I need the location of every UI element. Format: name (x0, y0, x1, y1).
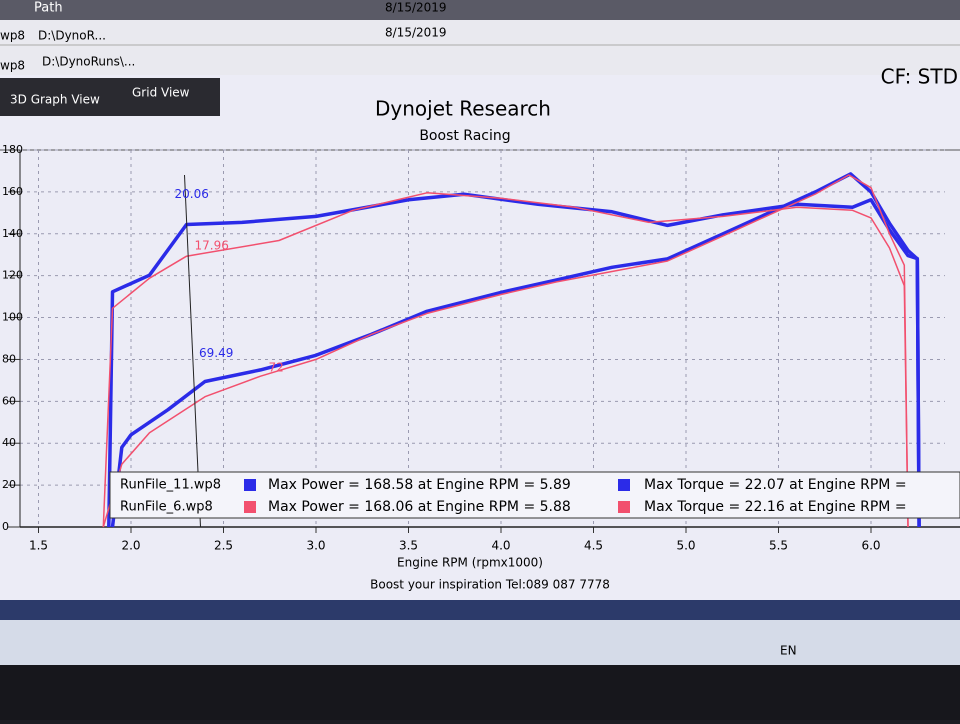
legend-name: RunFile_11.wp8 (120, 478, 221, 493)
path-cell[interactable]: D:\DynoRuns\... (42, 55, 135, 69)
file-cell[interactable]: wp8 (0, 59, 25, 73)
x-tick-label: 5.5 (769, 539, 788, 553)
file-cell[interactable]: wp8 (0, 29, 25, 43)
tab[interactable]: Grid View (132, 86, 190, 100)
legend-name: RunFile_6.wp8 (120, 500, 213, 515)
max-torque: Max Torque = 22.07 at Engine RPM = (644, 477, 907, 493)
power-line (102, 174, 909, 528)
x-tick-label: 2.0 (121, 539, 140, 553)
y-tick-label: 40 (2, 436, 16, 449)
x-tick-label: 3.0 (306, 539, 325, 553)
y-tick-label: 20 (2, 478, 16, 491)
y-tick-label: 80 (2, 352, 16, 365)
point-label: 20.06 (175, 187, 209, 201)
y-tick-label: 0 (2, 520, 9, 533)
chart-panel (0, 75, 960, 600)
x-tick-label: 4.0 (491, 539, 510, 553)
language[interactable]: EN (780, 644, 797, 658)
tab-bar (0, 78, 220, 116)
chart-title: Dynojet Research (375, 97, 551, 121)
x-tick-label: 1.5 (29, 539, 48, 553)
x-axis-label: Engine RPM (rpmx1000) (397, 556, 543, 570)
x-tick-label: 2.5 (214, 539, 233, 553)
x-tick-label: 4.5 (584, 539, 603, 553)
max-torque: Max Torque = 22.16 at Engine RPM = (644, 499, 907, 515)
cursor-line (184, 174, 201, 528)
point-label: 69.49 (199, 346, 233, 360)
y-tick-label: 120 (2, 269, 23, 282)
point-label: 72 (269, 361, 284, 375)
y-tick-label: 160 (2, 185, 23, 198)
legend-swatch (618, 479, 630, 491)
power-line (110, 172, 921, 528)
table-header (0, 0, 960, 20)
y-tick-label: 140 (2, 227, 23, 240)
monitor-bezel (0, 665, 960, 720)
x-tick-label: 3.5 (399, 539, 418, 553)
max-power: Max Power = 168.58 at Engine RPM = 5.89 (268, 477, 571, 493)
chart-subtitle: Boost Racing (419, 128, 510, 144)
cf-label: CF: STD (881, 65, 958, 89)
taskbar (0, 620, 960, 665)
x-tick-label: 5.0 (676, 539, 695, 553)
date-cell[interactable]: 8/15/2019 (385, 1, 447, 15)
legend-swatch (244, 479, 256, 491)
y-tick-label: 180 (2, 143, 23, 156)
point-label: 17.96 (195, 239, 229, 253)
x-tick-label: 6.0 (861, 539, 880, 553)
path-header: Path (34, 1, 63, 16)
y-tick-label: 100 (2, 311, 23, 324)
footer: Boost your inspiration Tel:089 087 7778 (370, 578, 610, 592)
torque-line (102, 192, 909, 528)
y-tick-label: 60 (2, 394, 16, 407)
legend-swatch (618, 501, 630, 513)
date-cell[interactable]: 8/15/2019 (385, 26, 447, 40)
tab[interactable]: 3D Graph View (10, 93, 100, 107)
max-power: Max Power = 168.06 at Engine RPM = 5.88 (268, 499, 571, 515)
path-cell[interactable]: D:\DynoR... (38, 29, 106, 43)
legend-swatch (244, 501, 256, 513)
